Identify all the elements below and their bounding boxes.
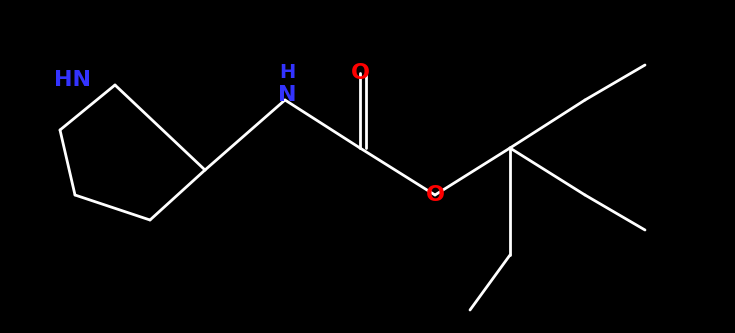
Text: O: O [426, 185, 445, 205]
Text: HN: HN [54, 70, 91, 90]
Text: O: O [351, 63, 370, 83]
Text: N: N [278, 85, 296, 105]
Text: H: H [279, 63, 295, 82]
